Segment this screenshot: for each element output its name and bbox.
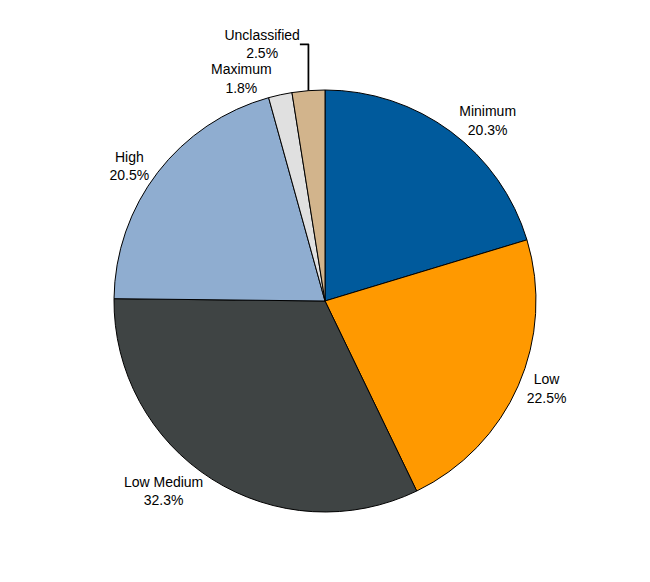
svg-text:Low22.5%: Low22.5%: [527, 371, 567, 405]
svg-text:Low Medium32.3%: Low Medium32.3%: [124, 474, 203, 508]
svg-text:Maximum1.8%: Maximum1.8%: [211, 61, 272, 95]
svg-text:Minimum20.3%: Minimum20.3%: [459, 103, 516, 137]
svg-text:Unclassified2.5%: Unclassified2.5%: [224, 27, 299, 61]
svg-text:High20.5%: High20.5%: [110, 149, 150, 183]
